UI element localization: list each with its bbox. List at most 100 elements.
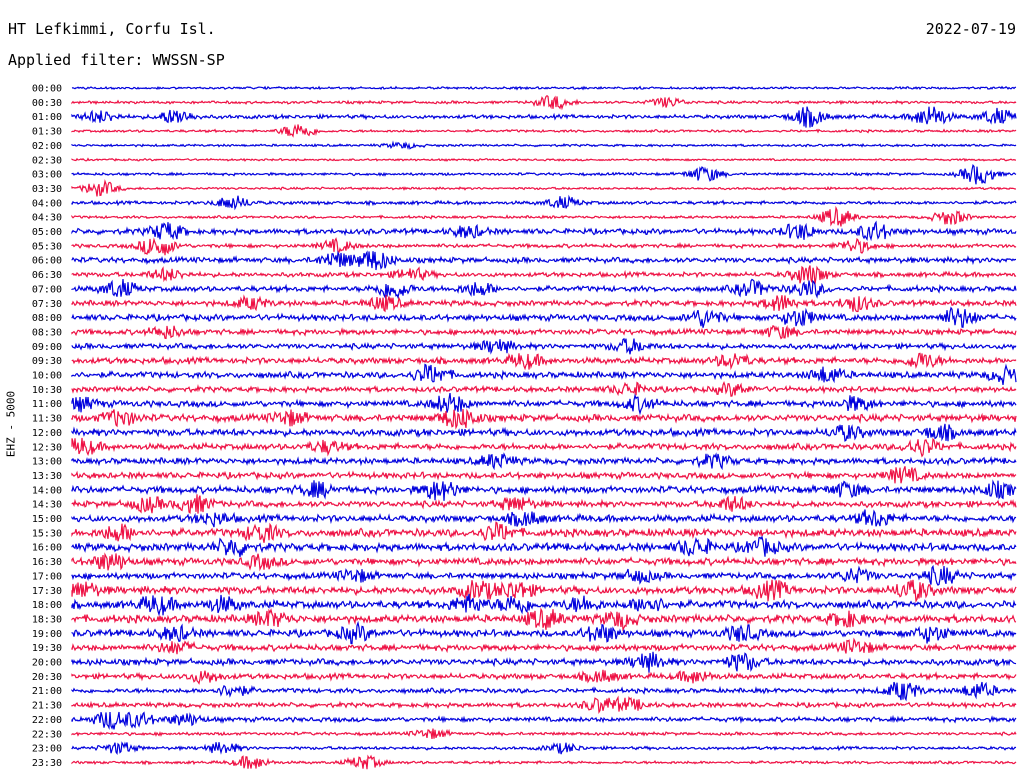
seismic-trace-0430: [71, 205, 1017, 227]
time-tick-label: 01:30: [32, 127, 62, 138]
seismic-trace-0530: [71, 237, 1017, 256]
time-tick-label: 17:30: [32, 586, 62, 597]
seismic-trace-1130: [71, 408, 1017, 430]
time-tick-label: 22:30: [32, 729, 62, 740]
time-tick-label: 07:00: [32, 284, 62, 295]
seismic-trace-2130: [71, 695, 1017, 715]
seismic-trace-0230: [71, 157, 1017, 162]
seismic-trace-2300: [71, 741, 1017, 755]
seismic-trace-2330: [71, 754, 1017, 770]
time-tick-label: 11:00: [32, 399, 62, 410]
time-tick-label: 18:00: [32, 600, 62, 611]
time-tick-label: 19:30: [32, 643, 62, 654]
time-tick-label: 07:30: [32, 299, 62, 310]
seismic-trace-2200: [71, 711, 1017, 730]
time-tick-label: 23:30: [32, 758, 62, 769]
time-tick-label: 16:00: [32, 543, 62, 554]
seismic-trace-0900: [71, 337, 1017, 355]
seismic-trace-1200: [71, 423, 1017, 442]
time-tick-label: 17:00: [32, 571, 62, 582]
time-tick-label: 16:30: [32, 557, 62, 568]
time-tick-label: 12:30: [32, 442, 62, 453]
seismic-trace-1430: [71, 494, 1017, 514]
time-tick-label: 10:30: [32, 385, 62, 396]
filter-label: Applied filter: WWSSN-SP: [8, 51, 225, 69]
time-tick-label: 08:30: [32, 327, 62, 338]
time-tick-label: 14:30: [32, 500, 62, 511]
seismic-trace-0300: [71, 163, 1017, 185]
time-tick-label: 05:00: [32, 227, 62, 238]
seismic-trace-1830: [71, 607, 1017, 632]
time-tick-label: 11:30: [32, 414, 62, 425]
seismic-trace-1300: [71, 452, 1017, 471]
time-tick-label: 19:00: [32, 629, 62, 640]
time-tick-label: 14:00: [32, 485, 62, 496]
time-tick-label: 02:00: [32, 141, 62, 152]
seismic-trace-1000: [71, 363, 1017, 386]
time-tick-label: 00:30: [32, 98, 62, 109]
seismic-trace-1700: [71, 564, 1017, 586]
seismic-trace-0400: [71, 194, 1017, 211]
seismic-trace-0330: [71, 179, 1017, 197]
time-tick-label: 13:00: [32, 457, 62, 468]
time-tick-label: 23:00: [32, 744, 62, 755]
seismic-trace-1100: [71, 393, 1017, 416]
seismic-trace-0030: [71, 94, 1017, 111]
time-tick-label: 15:00: [32, 514, 62, 525]
time-tick-label: 18:30: [32, 614, 62, 625]
seismic-trace-1500: [71, 509, 1017, 528]
seismic-trace-1330: [71, 466, 1017, 484]
seismic-trace-0630: [71, 265, 1017, 285]
time-tick-label: 20:00: [32, 658, 62, 669]
seismic-trace-0800: [71, 306, 1017, 328]
seismic-trace-1400: [71, 479, 1017, 501]
time-tick-label: 05:30: [32, 241, 62, 252]
time-tick-label: 03:00: [32, 170, 62, 181]
seismic-trace-0600: [71, 250, 1017, 271]
seismic-trace-0000: [71, 85, 1017, 91]
station-title: HT Lefkimmi, Corfu Isl.: [8, 20, 216, 38]
time-tick-label: 10:00: [32, 371, 62, 382]
time-tick-label: 06:00: [32, 256, 62, 267]
seismic-trace-1900: [71, 620, 1017, 645]
time-tick-label: 02:30: [32, 155, 62, 166]
seismic-trace-2100: [71, 681, 1017, 702]
time-tick-label: 04:30: [32, 213, 62, 224]
time-tick-label: 15:30: [32, 528, 62, 539]
time-tick-label: 21:30: [32, 701, 62, 712]
seismic-trace-0730: [71, 294, 1017, 313]
time-tick-label: 12:00: [32, 428, 62, 439]
time-tick-label: 13:30: [32, 471, 62, 482]
seismic-trace-0700: [71, 278, 1017, 300]
time-tick-label: 21:00: [32, 686, 62, 697]
seismic-trace-2000: [71, 651, 1017, 673]
seismic-trace-0200: [71, 140, 1017, 150]
date-label: 2022-07-19: [925, 20, 1016, 38]
seismic-trace-2030: [71, 669, 1017, 685]
seismic-trace-1230: [71, 437, 1017, 458]
seismic-trace-0830: [71, 324, 1017, 340]
seismic-trace-0930: [71, 352, 1017, 371]
time-tick-label: 09:00: [32, 342, 62, 353]
seismic-trace-1800: [71, 593, 1017, 617]
seismic-trace-1600: [71, 535, 1017, 558]
time-tick-label: 06:30: [32, 270, 62, 281]
seismic-trace-0130: [71, 123, 1017, 138]
time-tick-label: 04:00: [32, 198, 62, 209]
seismic-trace-1730: [71, 579, 1017, 603]
time-tick-label: 08:00: [32, 313, 62, 324]
time-tick-label: 00:00: [32, 84, 62, 95]
time-tick-label: 09:30: [32, 356, 62, 367]
seismic-trace-1530: [71, 521, 1017, 543]
time-tick-label: 03:30: [32, 184, 62, 195]
time-tick-label: 01:00: [32, 112, 62, 123]
seismic-trace-0100: [71, 106, 1017, 128]
seismic-trace-1930: [71, 637, 1017, 655]
seismic-trace-1030: [71, 381, 1017, 397]
seismic-trace-0500: [71, 220, 1017, 242]
seismic-trace-2230: [71, 728, 1017, 740]
time-tick-label: 22:00: [32, 715, 62, 726]
time-tick-label: 20:30: [32, 672, 62, 683]
seismic-trace-1630: [71, 552, 1017, 572]
